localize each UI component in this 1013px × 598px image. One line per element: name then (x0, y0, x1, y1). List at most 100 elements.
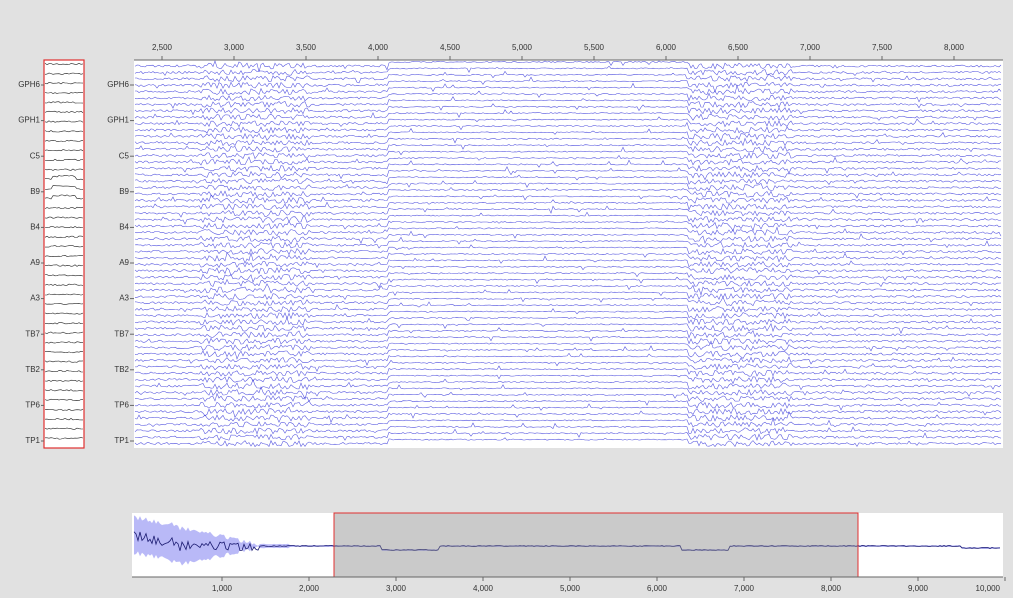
mini-trace (44, 92, 84, 94)
mini-trace (44, 158, 84, 162)
mini-trace (44, 149, 84, 152)
channel-label: C5 (119, 151, 130, 160)
overview-line (133, 531, 1001, 552)
main-axis-label: 6,500 (728, 43, 749, 52)
mini-trace (44, 312, 84, 315)
overview-axis-label: 6,000 (647, 584, 668, 593)
channel-trace (134, 146, 1002, 160)
mini-channel-label: A9 (30, 258, 40, 267)
mini-trace (45, 264, 84, 267)
channel-trace (134, 336, 1002, 345)
channel-trace (134, 220, 1002, 232)
overview-axis-label: 7,000 (734, 584, 755, 593)
channel-trace (134, 65, 1002, 76)
channel-trace (134, 96, 1002, 109)
main-axis-label: 8,000 (944, 43, 965, 52)
channel-trace (134, 437, 1002, 448)
mini-trace (44, 408, 84, 411)
mini-trace (44, 175, 84, 181)
channel-trace (134, 180, 1002, 192)
channel-trace (134, 384, 1002, 401)
main-axis-label: 7,500 (872, 43, 893, 52)
mini-panel-border (43, 59, 85, 449)
channel-trace (134, 403, 1002, 418)
mini-trace (44, 331, 84, 334)
main-axis-label: 7,000 (800, 43, 821, 52)
overview-traces (133, 515, 1001, 566)
channel-trace (134, 345, 1002, 360)
overview-axis-label: 10,000 (976, 584, 1001, 593)
overview-axis-label: 1,000 (212, 584, 233, 593)
channel-trace (135, 70, 1002, 84)
channel-trace (134, 327, 1002, 339)
mini-trace (44, 226, 84, 229)
channel-trace (134, 251, 1002, 264)
channel-trace (134, 272, 1002, 283)
mini-trace (44, 293, 84, 296)
overview-axis-label: 9,000 (908, 584, 929, 593)
channel-trace (134, 283, 1002, 297)
overview-axis-label: 3,000 (386, 584, 407, 593)
channel-trace (134, 187, 1002, 199)
mini-channel-label: TP1 (25, 436, 40, 445)
selection-window[interactable] (333, 512, 859, 578)
mini-trace (44, 206, 84, 210)
mini-trace (44, 283, 84, 286)
channel-trace (134, 116, 1002, 128)
mini-trace (44, 101, 84, 104)
channel-trace (134, 422, 1002, 435)
mini-trace (44, 72, 84, 75)
channel-trace (135, 400, 1002, 411)
channel-label: B4 (119, 223, 129, 232)
overview-axis-label: 5,000 (560, 584, 581, 593)
channel-trace (134, 194, 1002, 205)
channel-trace (134, 226, 1002, 237)
channel-label: A9 (119, 258, 129, 267)
mini-trace (44, 360, 84, 363)
main-axis-label: 2,500 (152, 43, 173, 52)
channel-trace (134, 155, 1002, 166)
main-traces (134, 60, 1002, 448)
mini-channel-label: TP6 (25, 401, 40, 410)
mini-channel-label: GPH1 (18, 116, 40, 125)
channel-trace (134, 244, 1002, 256)
main-axis-label: 3,000 (224, 43, 245, 52)
channel-trace (134, 60, 1002, 72)
channel-trace (134, 265, 1002, 276)
mini-channel-label: C5 (30, 151, 41, 160)
channel-trace (134, 428, 1002, 441)
channel-trace (134, 128, 1002, 142)
channel-trace (134, 136, 1002, 147)
mini-channel-label: TB2 (25, 365, 40, 374)
mini-trace (44, 168, 84, 171)
channel-trace (134, 90, 1002, 103)
channel-trace (134, 230, 1002, 245)
channel-trace (134, 365, 1002, 377)
mini-trace (44, 341, 84, 344)
mini-trace (45, 350, 84, 354)
channel-trace (134, 166, 1002, 181)
channel-trace (135, 359, 1002, 372)
channel-trace (134, 103, 1002, 116)
channel-trace (134, 276, 1002, 289)
mini-trace (45, 437, 84, 440)
channel-trace (134, 410, 1002, 424)
channel-trace (134, 301, 1002, 313)
mini-channel-label: B4 (30, 223, 40, 232)
channel-trace (134, 199, 1002, 211)
channel-label: TP6 (114, 401, 129, 410)
main-axis-label: 3,500 (296, 43, 317, 52)
channel-label: B9 (119, 187, 129, 196)
mini-trace (44, 418, 83, 421)
channel-trace (134, 236, 1002, 249)
mini-trace (44, 245, 84, 248)
labels: GPH6 GPH6 GPH1 GPH1 C5 C5 B9 B9 B4 B4 A9 A9 A3 A3 TB7 T… (18, 43, 1006, 593)
channel-trace (134, 316, 1001, 326)
channel-trace (134, 308, 1002, 320)
channel-trace (134, 340, 1002, 352)
channel-label: A3 (119, 294, 129, 303)
mini-trace (44, 302, 84, 305)
channel-trace (134, 159, 1002, 174)
mini-channel-label: TB7 (25, 329, 40, 338)
